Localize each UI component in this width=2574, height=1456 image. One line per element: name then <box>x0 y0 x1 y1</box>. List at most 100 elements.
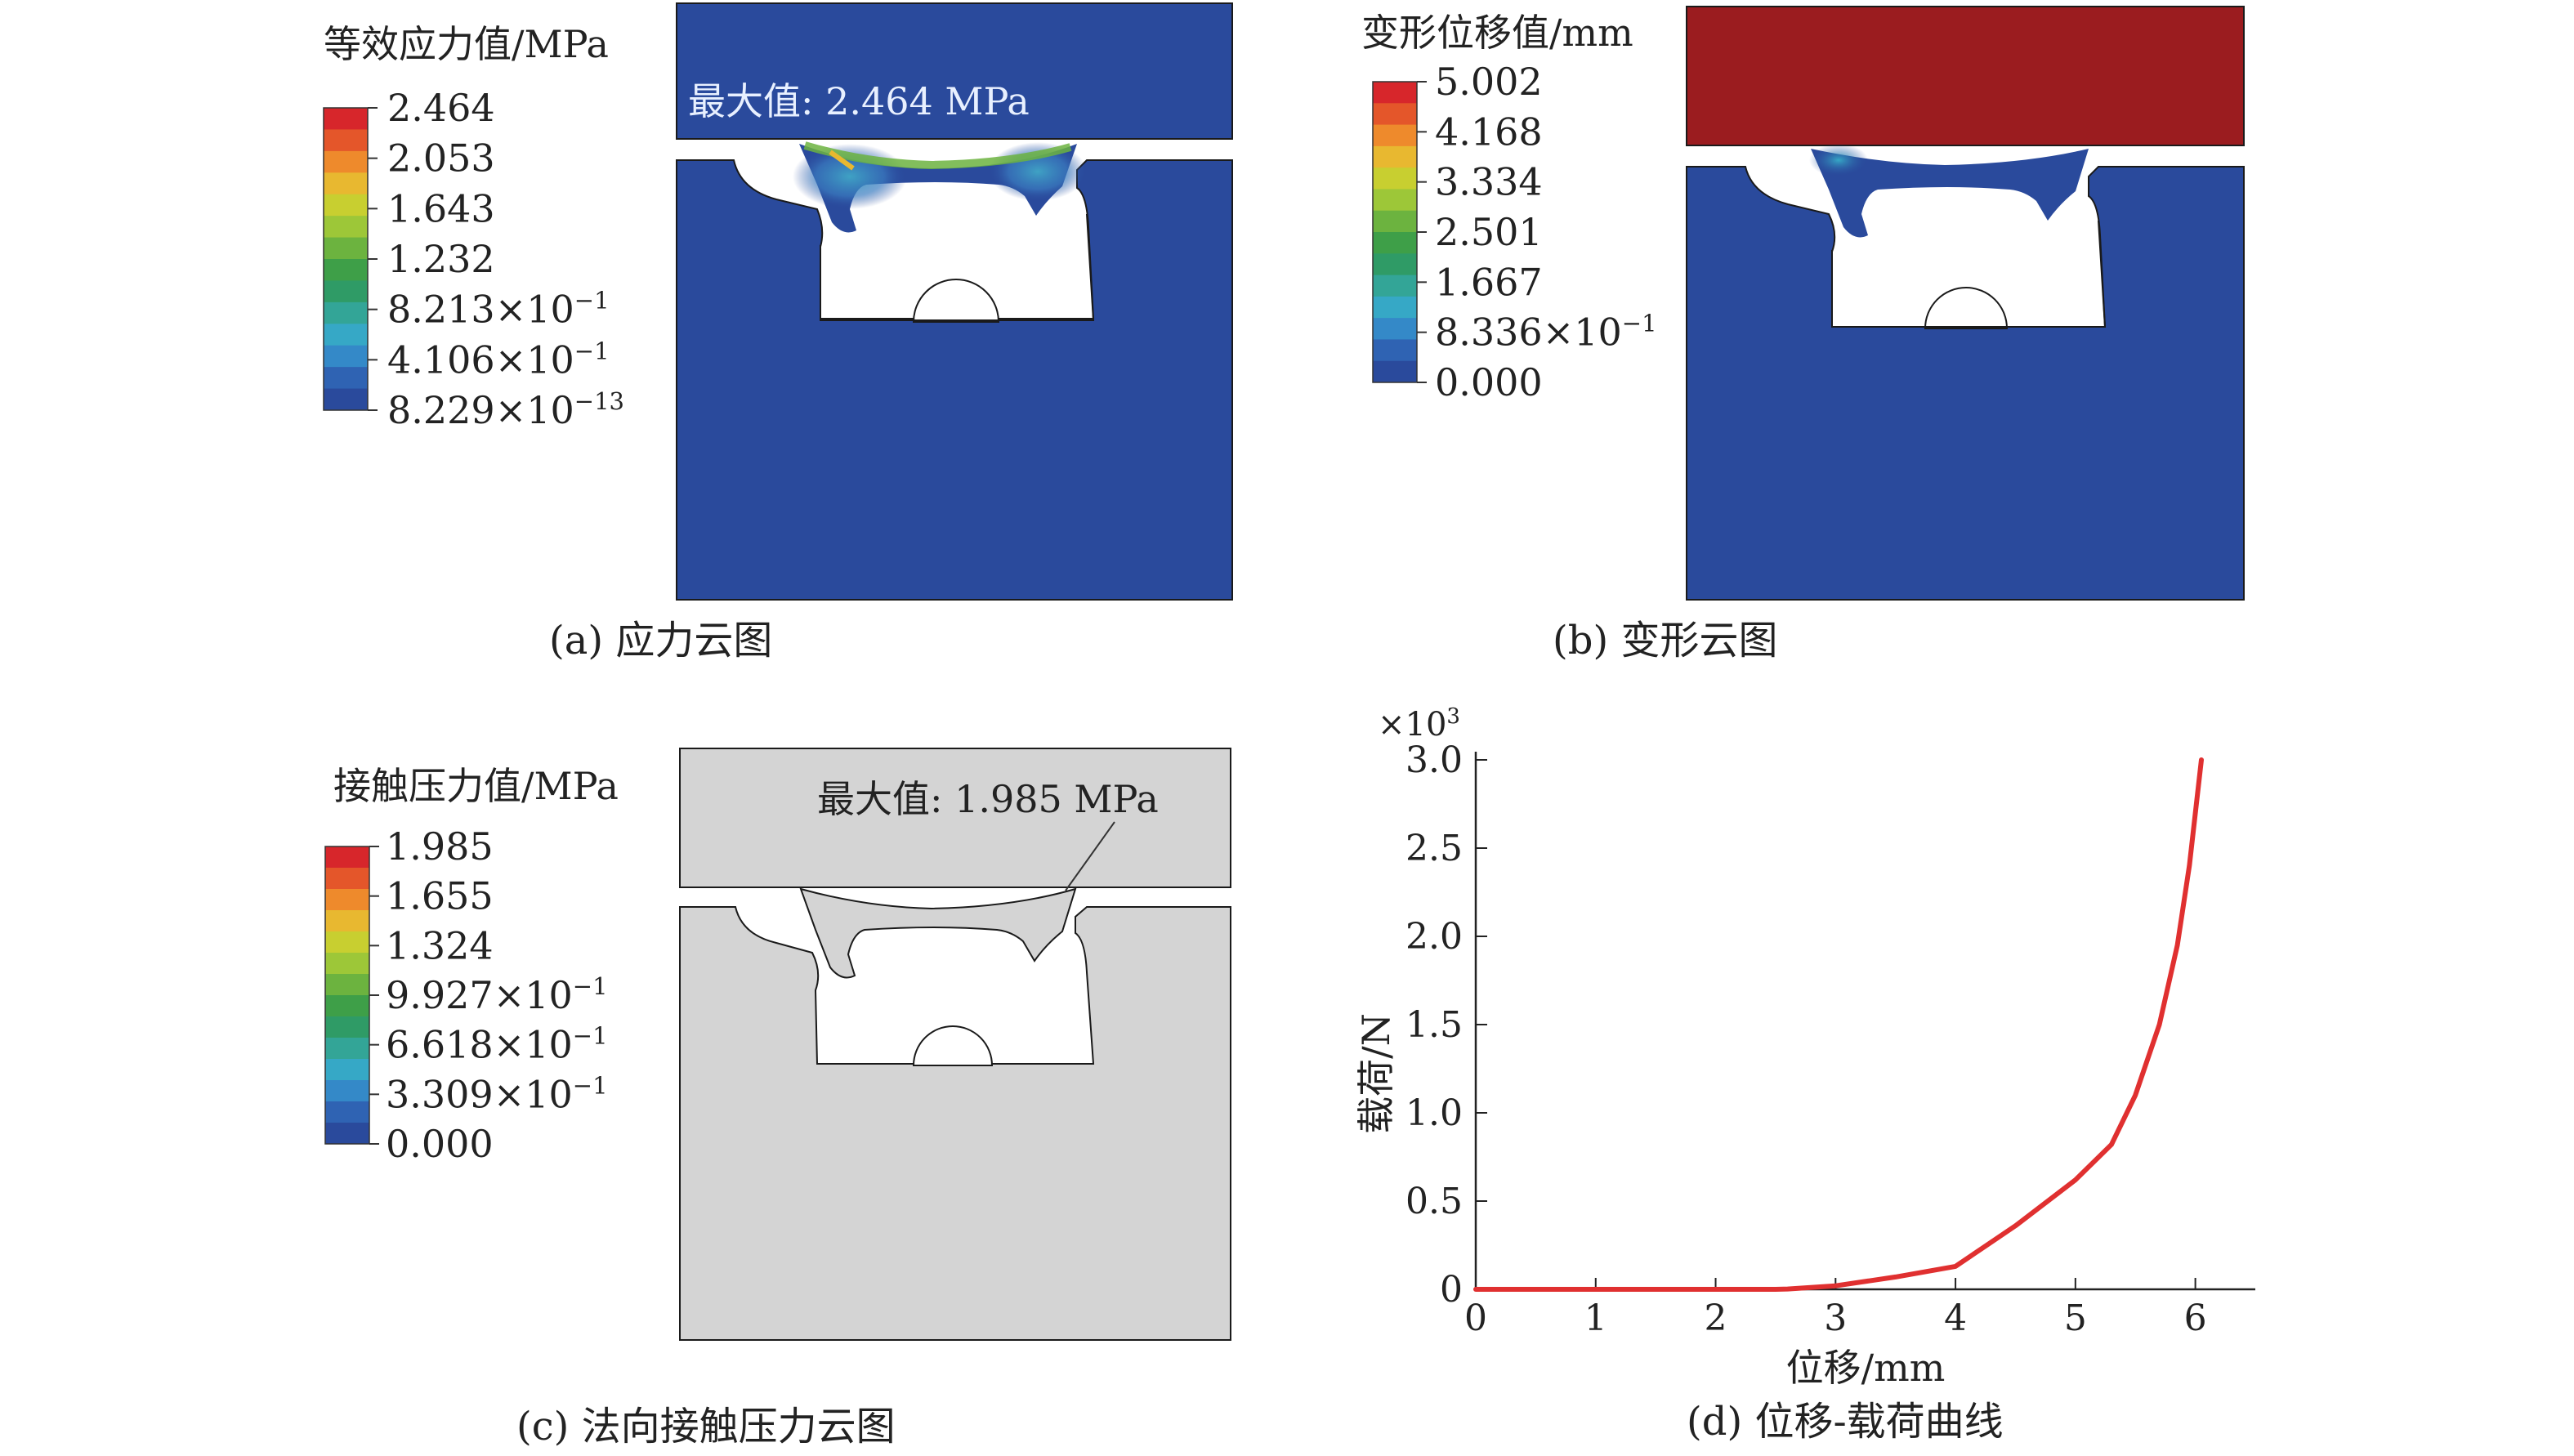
b-legend-color-band <box>1373 318 1417 340</box>
c-legend-color-band <box>325 910 369 932</box>
panel-d-chart: 0 1 2 3 4 5 6 0 0.5 1.0 1.5 2.0 2.5 3.0×103 位移/mm 载荷/N <box>1354 704 2255 1390</box>
panel-c-max-leader-line <box>1065 821 1115 891</box>
a-legend-color-band <box>324 237 368 260</box>
y-axis-label: 载荷/N <box>1354 1013 1398 1134</box>
b-legend-color-band <box>1373 82 1417 104</box>
b-legend-label-exponent: −1 <box>1622 310 1657 337</box>
panel-c-half-circle <box>912 1025 994 1066</box>
y-tick-label: 0.5 <box>1405 1181 1463 1222</box>
b-legend-color-band <box>1373 210 1417 233</box>
panel-b-half-circle <box>1924 287 2009 329</box>
a-legend-color-band <box>324 280 368 303</box>
panel-b-lower-block <box>1686 166 2245 601</box>
b-legend-color-band <box>1373 253 1417 276</box>
c-legend-color-band <box>325 1101 369 1123</box>
b-legend-color-band <box>1373 145 1417 168</box>
a-legend-color-band <box>324 216 368 239</box>
a-legend-color-band <box>324 345 368 368</box>
b-legend-label: 4.168 <box>1435 109 1543 154</box>
panel-c-model: 最大值: 1.985 MPa <box>679 748 1231 1341</box>
panel-a-stress-band-top <box>803 141 1072 170</box>
c-legend-label: 6.618×10−1 <box>386 1022 608 1067</box>
panel-b-caption: (b) 变形云图 <box>1553 618 1777 663</box>
y-tick-label: 1.5 <box>1405 1004 1463 1046</box>
b-legend-color-band <box>1373 103 1417 126</box>
a-legend-color-band <box>324 108 368 130</box>
y-axis-multiplier-exponent: 3 <box>1446 704 1460 729</box>
panel-a-model: 最大值: 2.464 MPa <box>676 2 1233 601</box>
c-legend-color-band <box>325 931 369 954</box>
c-legend-label: 1.324 <box>386 923 494 967</box>
panel-c: 接触压力值/MPa 1.985 1.655 1.324 9.927×10−1 6.618… <box>324 748 1231 1449</box>
b-legend-label: 3.334 <box>1435 160 1543 204</box>
c-legend-label-exponent: −1 <box>573 1071 608 1099</box>
a-legend-label: 1.643 <box>387 186 495 230</box>
x-tick-label: 6 <box>2184 1297 2207 1339</box>
c-legend-color-band <box>325 1016 369 1038</box>
b-legend-color-band <box>1373 232 1417 254</box>
c-legend-color-band <box>325 1038 369 1060</box>
panel-c-legend: 1.985 1.655 1.324 9.927×10−1 6.618×10−13.309… <box>324 824 608 1166</box>
b-legend-color-band <box>1373 275 1417 297</box>
b-legend-color-band <box>1373 360 1417 383</box>
panel-a-inner-groove <box>820 213 1095 321</box>
panel-c-legend-title: 接触压力值/MPa <box>333 764 619 808</box>
panel-a: 等效应力值/MPa 2.464 2.053 1.643 1.232 8.213×10−1… <box>323 2 1233 663</box>
b-legend-color-band <box>1373 189 1417 212</box>
a-legend-color-band <box>324 301 368 324</box>
a-legend-color-band <box>324 150 368 173</box>
c-legend-label-exponent: −1 <box>573 1022 608 1050</box>
panel-a-half-circle <box>912 279 1000 323</box>
y-tick-label: 1.0 <box>1405 1092 1463 1134</box>
x-tick-label: 3 <box>1824 1297 1847 1339</box>
panel-b-legend: 5.002 4.168 3.334 2.501 1.667 8.336×10−1 0.000 <box>1372 60 1657 404</box>
c-legend-color-band <box>325 974 369 996</box>
c-legend-color-band <box>325 1123 369 1145</box>
y-tick-label: 3.0 <box>1405 739 1463 781</box>
panel-b-displacement-hotspot <box>1809 144 1868 176</box>
c-legend-label: 0.000 <box>386 1122 494 1166</box>
panel-b: 变形位移值/mm 5.002 4.168 3.334 2.501 1.667 8.336×… <box>1361 6 2245 663</box>
x-tick-label: 2 <box>1705 1297 1727 1339</box>
a-legend-color-band <box>324 172 368 195</box>
y-tick-label: 0 <box>1440 1269 1463 1311</box>
panel-c-max-label: 最大值: 1.985 MPa <box>817 777 1159 821</box>
panel-b-upper-block <box>1686 6 2245 146</box>
a-legend-label: 2.053 <box>387 136 495 181</box>
c-legend-color-band <box>325 846 369 869</box>
x-tick-label: 1 <box>1584 1297 1607 1339</box>
panel-c-seal-ring <box>799 887 1077 979</box>
b-legend-color-band <box>1373 339 1417 362</box>
b-legend-color-band <box>1373 296 1417 319</box>
a-legend-color-band <box>324 367 368 390</box>
b-legend-label: 5.002 <box>1435 60 1543 104</box>
panel-a-legend: 2.464 2.053 1.643 1.232 8.213×10−1 4.106×10−1… <box>323 86 624 432</box>
a-legend-label-exponent: −1 <box>574 287 610 315</box>
panel-c-lower-block <box>679 906 1231 1341</box>
b-legend-color-band <box>1373 167 1417 190</box>
panel-b-seal-ring <box>1811 149 2089 238</box>
a-legend-label: 8.229×10−13 <box>387 387 624 432</box>
c-legend-label: 3.309×10−1 <box>386 1071 608 1116</box>
panel-b-legend-title: 变形位移值/mm <box>1361 11 1633 55</box>
panel-a-upper-block <box>676 2 1233 140</box>
y-tick-label: 2.0 <box>1405 916 1463 958</box>
a-legend-label: 1.232 <box>387 237 495 281</box>
panel-b-model <box>1686 6 2245 601</box>
c-legend-color-band <box>325 953 369 975</box>
b-legend-label: 0.000 <box>1435 360 1543 404</box>
panel-c-caption: (c) 法向接触压力云图 <box>516 1404 896 1449</box>
panel-d: 0 1 2 3 4 5 600.51.01.52.02.53.0×103位移/mm载荷/N … <box>1354 704 2255 1445</box>
a-legend-color-band <box>324 388 368 411</box>
x-axis-label: 位移/mm <box>1786 1346 1946 1390</box>
panel-a-stress-band-peak <box>829 150 855 171</box>
a-legend-label: 8.213×10−1 <box>387 287 610 332</box>
a-legend-label: 4.106×10−1 <box>387 337 610 382</box>
panel-c-upper-block <box>679 748 1231 888</box>
c-legend-label: 9.927×10−1 <box>386 972 608 1017</box>
c-legend-label: 1.655 <box>386 874 494 918</box>
b-legend-label: 8.336×10−1 <box>1435 310 1657 355</box>
series-line-0 <box>1473 757 2204 1292</box>
c-legend-color-band <box>325 1059 369 1081</box>
